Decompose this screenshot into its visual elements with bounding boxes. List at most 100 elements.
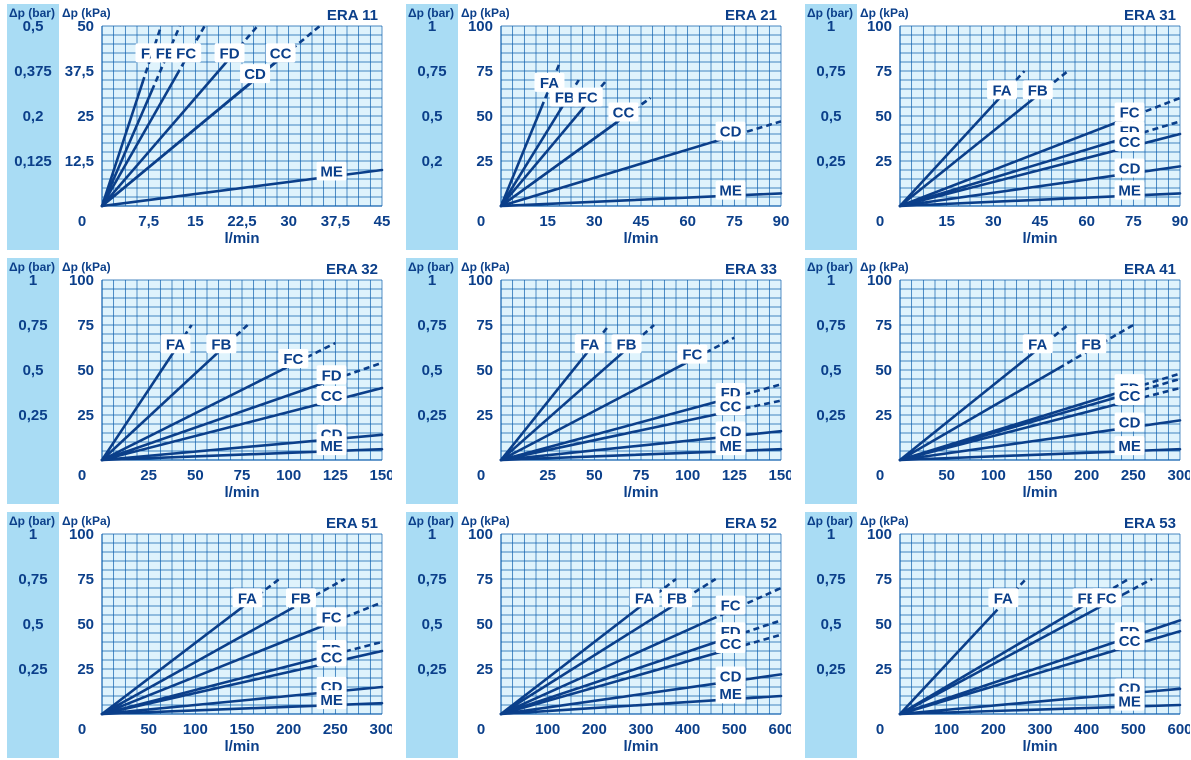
series-dash-fc: [288, 341, 336, 368]
panel-title: ERA 33: [725, 261, 777, 278]
series-label-text: ME: [1118, 438, 1141, 455]
x-tick: 75: [1125, 213, 1142, 230]
y-tick-bar: 0,25: [18, 407, 47, 424]
x-tick: 50: [187, 467, 204, 484]
series-label-text: FC: [682, 347, 702, 364]
y-tick-bar: 0,25: [816, 407, 845, 424]
chart-svg: Δp (bar) Δp (kPa) ERA 31 25 50 75 100 0,25 0,5 0,…: [805, 4, 1188, 250]
series-label-fc: FC: [572, 87, 603, 107]
series-line-fc: [499, 360, 689, 462]
series-label-me: ME: [715, 180, 746, 200]
series-label-text: FC: [176, 45, 196, 62]
x-tick: 60: [1078, 213, 1095, 230]
series-label-cc: CC: [715, 634, 746, 654]
series-label-text: FA: [994, 590, 1013, 607]
x-axis-label: l/min: [1022, 484, 1057, 501]
series-label-bg: [987, 80, 1018, 100]
x-tick: 100: [675, 467, 700, 484]
series-label-text: FB: [1028, 82, 1048, 99]
y-tick-bar: 0,5: [821, 362, 842, 379]
x-tick: 600: [768, 721, 791, 738]
series-label-me: ME: [316, 161, 347, 181]
series-line-fa: [100, 81, 144, 208]
y-tick-bar: 1: [827, 526, 835, 543]
series-label-text: CC: [1119, 633, 1141, 650]
x-axis-label: l/min: [623, 230, 658, 247]
series-label-text: CC: [720, 398, 742, 415]
y-tick-kpa: 50: [77, 18, 94, 35]
x-tick-zero: 0: [78, 467, 86, 484]
series-line-fc: [100, 623, 328, 716]
chart-panel-era-31: Δp (bar) Δp (kPa) ERA 31 25 50 75 100 0,25 0,5 0,…: [805, 4, 1190, 250]
series-line-fc: [100, 365, 290, 462]
y-tick-kpa: 75: [77, 317, 94, 334]
series-label-cd: CD: [240, 64, 271, 83]
y-tick-bar: 0,5: [422, 616, 443, 633]
y-tick-bar: 0,5: [821, 616, 842, 633]
bar-scale-band: [406, 512, 458, 758]
series-label-text: CC: [1119, 388, 1141, 405]
series-label-text: CD: [1119, 161, 1141, 178]
y-tick-bar: 1: [29, 526, 37, 543]
series-label-cc: CC: [316, 385, 347, 405]
series-label-text: ME: [719, 686, 742, 703]
chart-svg: Δp (bar) Δp (kPa) ERA 41 25 50 75 100 0,25 0,5 0,…: [805, 258, 1190, 504]
y-tick-bar: 0,5: [422, 108, 443, 125]
x-tick: 100: [934, 721, 959, 738]
series-label-bg: [572, 87, 603, 107]
series-label-bg: [1114, 131, 1145, 151]
y-tick-bar: 0,75: [417, 571, 446, 588]
y-tick-kpa: 25: [77, 108, 94, 125]
y-tick-bar: 0,5: [23, 362, 44, 379]
series-label-bg: [662, 588, 693, 608]
x-tick: 125: [323, 467, 348, 484]
series-line-fd: [100, 60, 228, 208]
y-tick-kpa: 25: [476, 661, 493, 678]
y-tick-kpa: 37,5: [65, 63, 94, 80]
series-label-text: FB: [667, 590, 687, 607]
grid: [500, 25, 782, 207]
series-label-me: ME: [715, 684, 746, 704]
x-tick-zero: 0: [78, 213, 86, 230]
x-tick: 150: [229, 721, 254, 738]
x-tick: 60: [679, 213, 696, 230]
x-tick: 500: [722, 721, 747, 738]
series-label-fc: FC: [1114, 102, 1145, 122]
x-tick: 25: [539, 467, 556, 484]
x-tick: 200: [582, 721, 607, 738]
y-title-kpa: Δp (kPa): [62, 260, 111, 274]
series-label-cd: CD: [715, 421, 746, 441]
series-line-fa: [499, 346, 592, 462]
bar-scale-band: [406, 4, 458, 250]
x-tick: 22,5: [227, 213, 256, 230]
y-tick-kpa: 75: [476, 571, 493, 588]
x-tick: 50: [586, 467, 603, 484]
x-tick: 75: [726, 213, 743, 230]
series-label-text: FA: [580, 336, 599, 353]
y-tick-kpa: 50: [875, 108, 892, 125]
series-line-cc: [499, 411, 727, 462]
series-label-bg: [285, 588, 316, 608]
y-tick-bar: 0,75: [816, 63, 845, 80]
y-tick-kpa: 100: [468, 526, 493, 543]
chart-panel-era-21: Δp (bar) Δp (kPa) ERA 21 25 50 75 100 0,2 0,5 0,7…: [406, 4, 791, 250]
y-tick-bar: 0,25: [417, 407, 446, 424]
series-label-text: FD: [322, 367, 342, 384]
series-label-text: FC: [578, 90, 598, 107]
series-label-bg: [608, 102, 639, 122]
series-label-bg: [715, 121, 746, 141]
panel-title: ERA 32: [326, 261, 378, 278]
series-label-bg: [677, 344, 708, 364]
y-tick-kpa: 100: [867, 526, 892, 543]
series-line-fc: [100, 73, 178, 208]
series-label-bg: [316, 365, 347, 385]
y-tick-kpa: 50: [77, 362, 94, 379]
series-label-bg: [988, 588, 1019, 608]
series-label-bg: [715, 180, 746, 200]
panel-title: ERA 11: [327, 7, 378, 24]
y-tick-kpa: 100: [69, 526, 94, 543]
